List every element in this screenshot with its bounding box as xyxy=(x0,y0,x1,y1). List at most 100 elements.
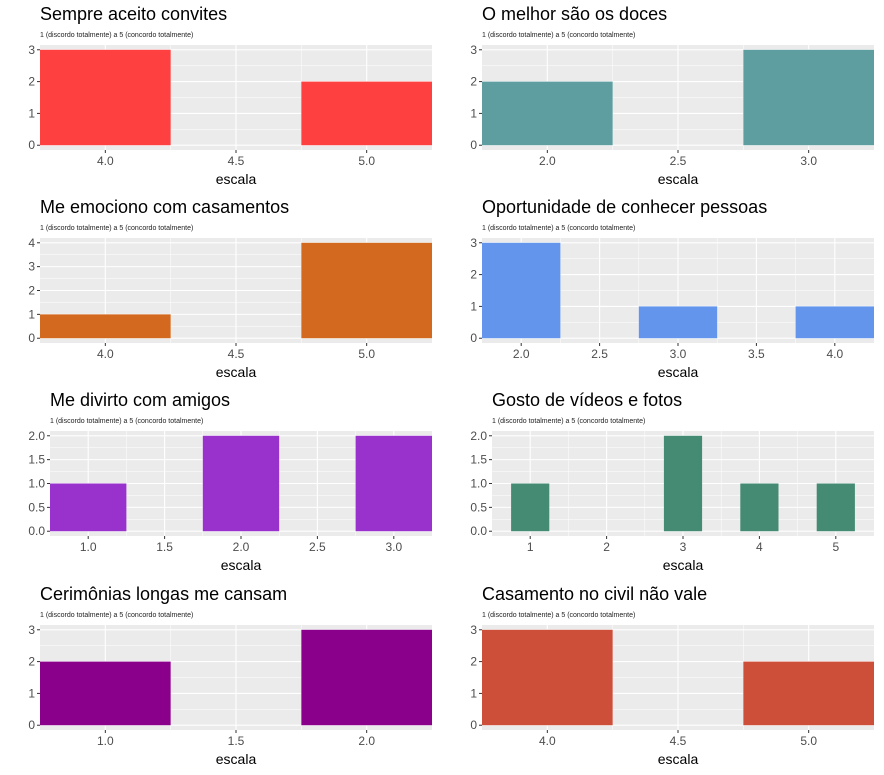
y-tick-label: 2 xyxy=(28,284,35,298)
bar xyxy=(482,629,613,726)
y-tick-label: 1 xyxy=(28,307,35,321)
chart-title: Gosto de vídeos e fotos xyxy=(492,390,683,410)
bar xyxy=(743,49,874,146)
x-tick-label: 3.5 xyxy=(748,347,765,361)
chart-title: Oportunidade de conhecer pessoas xyxy=(482,197,768,217)
x-tick-label: 1.5 xyxy=(228,734,245,748)
y-tick-label: 0.0 xyxy=(470,524,487,538)
y-tick-label: 3 xyxy=(28,623,35,637)
x-axis-title: escala xyxy=(658,364,699,380)
y-tick-label: 0 xyxy=(470,718,477,732)
x-tick-label: 4.5 xyxy=(228,154,245,168)
x-axis-title: escala xyxy=(216,364,257,380)
bar xyxy=(482,81,613,146)
x-tick-label: 1.5 xyxy=(156,540,173,554)
x-axis-title: escala xyxy=(221,557,262,573)
bar xyxy=(482,242,561,339)
bar-chart: 0 1 2 3 4.0 4.5 5.0 escala xyxy=(470,623,874,767)
y-tick-label: 2 xyxy=(28,75,35,89)
bar-chart: 0 1 2 3 1.0 1.5 2.0 escala xyxy=(28,623,432,767)
y-tick-label: 2.0 xyxy=(470,429,487,443)
chart-panel: Casamento no civil não vale 1 (discordo … xyxy=(442,580,884,773)
bar xyxy=(301,629,432,726)
y-tick-label: 1.0 xyxy=(470,477,487,491)
y-tick-label: 2 xyxy=(470,268,477,282)
x-tick-label: 4.0 xyxy=(97,154,114,168)
x-tick-label: 4 xyxy=(756,540,763,554)
bar xyxy=(40,49,171,146)
x-axis-title: escala xyxy=(216,171,257,187)
x-tick-label: 2.0 xyxy=(358,734,375,748)
x-axis-title: escala xyxy=(663,557,704,573)
y-tick-label: 0 xyxy=(28,718,35,732)
x-axis-title: escala xyxy=(216,751,257,767)
y-tick-label: 1.5 xyxy=(470,453,487,467)
y-tick-label: 0 xyxy=(28,138,35,152)
bar-chart: 0.0 0.5 1.0 1.5 2.0 1 2 3 4 5 escala xyxy=(470,429,874,573)
chart-subtitle: 1 (discordo totalmente) a 5 (concordo to… xyxy=(40,612,194,619)
y-tick-label: 0.5 xyxy=(28,500,45,514)
y-tick-label: 1 xyxy=(470,686,477,700)
x-tick-label: 2.5 xyxy=(591,347,608,361)
x-tick-label: 4.5 xyxy=(228,347,245,361)
y-tick-label: 1.0 xyxy=(28,477,45,491)
chart-panel: Gosto de vídeos e fotos 1 (discordo tota… xyxy=(442,386,884,579)
y-tick-label: 3 xyxy=(28,43,35,57)
x-tick-label: 1 xyxy=(527,540,534,554)
chart-subtitle: 1 (discordo totalmente) a 5 (concordo to… xyxy=(482,612,636,619)
chart-subtitle: 1 (discordo totalmente) a 5 (concordo to… xyxy=(50,418,204,425)
x-tick-label: 4.0 xyxy=(826,347,843,361)
y-tick-label: 3 xyxy=(470,623,477,637)
bar-chart: 0 1 2 3 4.0 4.5 5.0 escala xyxy=(28,43,432,187)
x-tick-label: 4.0 xyxy=(97,347,114,361)
bar xyxy=(816,483,855,532)
y-tick-label: 0 xyxy=(28,331,35,345)
bar xyxy=(50,483,127,532)
bar xyxy=(301,81,432,146)
x-tick-label: 2 xyxy=(603,540,610,554)
y-tick-label: 2 xyxy=(470,655,477,669)
x-tick-label: 1.0 xyxy=(80,540,97,554)
x-tick-label: 2.0 xyxy=(513,347,530,361)
y-tick-label: 1 xyxy=(470,106,477,120)
chart-panel: Me emociono com casamentos 1 (discordo t… xyxy=(0,193,442,386)
bar xyxy=(40,314,171,339)
y-tick-label: 2 xyxy=(28,655,35,669)
bar xyxy=(638,306,718,339)
x-tick-label: 2.0 xyxy=(233,540,250,554)
y-tick-label: 0 xyxy=(470,331,477,345)
bar-chart: 0.0 0.5 1.0 1.5 2.0 1.0 1.5 2.0 2.5 3.0 escala xyxy=(28,429,432,573)
y-tick-label: 1 xyxy=(470,299,477,313)
bar xyxy=(740,483,779,532)
x-tick-label: 4.5 xyxy=(670,734,687,748)
bar xyxy=(511,483,550,532)
x-tick-label: 5.0 xyxy=(358,347,375,361)
x-tick-label: 5.0 xyxy=(800,734,817,748)
y-tick-label: 3 xyxy=(470,43,477,57)
x-axis-title: escala xyxy=(658,171,699,187)
chart-subtitle: 1 (discordo totalmente) a 5 (concordo to… xyxy=(40,225,194,232)
bar xyxy=(743,661,874,726)
chart-subtitle: 1 (discordo totalmente) a 5 (concordo to… xyxy=(40,32,194,39)
y-tick-label: 2.0 xyxy=(28,429,45,443)
x-tick-label: 2.5 xyxy=(309,540,326,554)
y-tick-label: 0.0 xyxy=(28,524,45,538)
bar-chart: 0 1 2 3 4 4.0 4.5 5.0 escala xyxy=(28,236,432,380)
chart-panel: Cerimônias longas me cansam 1 (discordo … xyxy=(0,580,442,773)
bar xyxy=(202,435,280,532)
chart-title: O melhor são os doces xyxy=(482,4,668,24)
chart-subtitle: 1 (discordo totalmente) a 5 (concordo to… xyxy=(482,32,636,39)
x-tick-label: 4.0 xyxy=(539,734,556,748)
bar xyxy=(301,242,432,339)
y-tick-label: 1.5 xyxy=(28,453,45,467)
x-tick-label: 5.0 xyxy=(358,154,375,168)
chart-panel: O melhor são os doces 1 (discordo totalm… xyxy=(442,0,884,193)
y-tick-label: 3 xyxy=(28,260,35,274)
chart-panel: Sempre aceito convites 1 (discordo total… xyxy=(0,0,442,193)
y-tick-label: 2 xyxy=(470,75,477,89)
x-tick-label: 5 xyxy=(832,540,839,554)
bar xyxy=(795,306,874,339)
x-tick-label: 3.0 xyxy=(670,347,687,361)
x-tick-label: 1.0 xyxy=(97,734,114,748)
chart-title: Cerimônias longas me cansam xyxy=(40,584,288,604)
